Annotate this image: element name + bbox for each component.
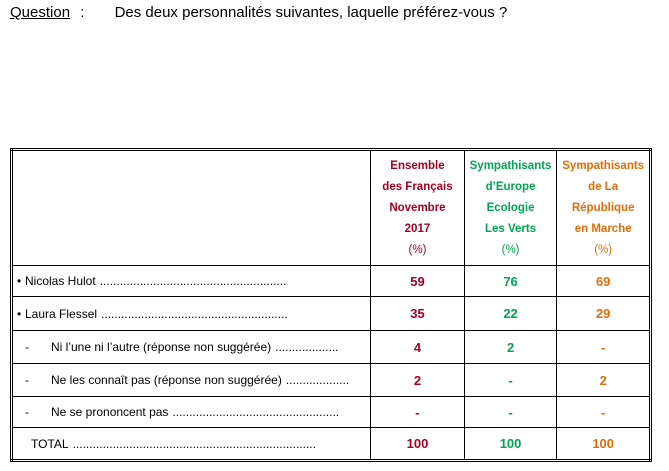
header-line: Novembre xyxy=(389,201,446,214)
header-unit: (%) xyxy=(501,243,520,256)
row-label: - Ne les connaît pas (réponse non suggéré… xyxy=(10,363,372,397)
value-cell: 69 xyxy=(556,265,651,297)
value-cell: 2 xyxy=(370,363,465,397)
data-row: - Ni l’une ni l’autre (réponse non suggér… xyxy=(10,330,651,364)
header-line: République xyxy=(571,201,635,214)
row-label: - Ni l’une ni l’autre (réponse non suggér… xyxy=(10,330,372,364)
row-text: Nicolas Hulot xyxy=(25,274,96,288)
header-line: Ensemble xyxy=(390,159,445,172)
header-line: Sympathisants xyxy=(562,159,645,172)
value-cell: - xyxy=(556,330,651,364)
header-line: Ecologie xyxy=(486,201,535,214)
row-marker: • xyxy=(17,274,22,288)
row-label: • Laura Flessel..........................… xyxy=(10,296,372,331)
header-line: 2017 xyxy=(404,222,431,235)
value-cell: 22 xyxy=(463,296,558,331)
header-unit: (%) xyxy=(408,243,427,256)
row-text: Laura Flessel xyxy=(25,306,98,321)
row-label: TOTAL...................................… xyxy=(10,427,372,461)
row-text: TOTAL xyxy=(31,436,69,451)
row-marker: • xyxy=(17,306,22,321)
value-cell: 100 xyxy=(556,427,651,461)
data-row: • Nicolas Hulot..........................… xyxy=(10,265,651,297)
column-header: Sympathisants de La République en Marche (%) xyxy=(556,149,651,266)
value-cell: - xyxy=(463,363,558,397)
value-cell: 100 xyxy=(463,427,558,461)
value-cell: - xyxy=(370,396,465,428)
row-text: Ni l’une ni l’autre (réponse non suggéré… xyxy=(51,340,272,354)
row-leader: ................... xyxy=(285,373,350,387)
value-cell: 29 xyxy=(556,296,651,331)
row-marker: - xyxy=(25,340,29,354)
header-line: Les Verts xyxy=(484,222,537,235)
row-text: Ne les connaît pas (réponse non suggérée… xyxy=(51,373,282,387)
results-table: Ensemble des Français Novembre 2017 (%) Sympa… xyxy=(10,148,652,462)
header-line: des Français xyxy=(382,180,453,193)
value-cell: 35 xyxy=(370,296,465,331)
header-empty xyxy=(10,149,372,266)
header-line: d’Europe xyxy=(485,180,536,193)
question-text: Des deux personnalités suivantes, laquel… xyxy=(114,4,508,21)
column-header: Ensemble des Français Novembre 2017 (%) xyxy=(370,149,465,266)
question: Question : Des deux personnalités suivan… xyxy=(10,4,507,21)
data-row: • Laura Flessel..........................… xyxy=(10,296,651,331)
data-row: - Ne les connaît pas (réponse non suggéré… xyxy=(10,363,651,397)
row-leader: ........................................… xyxy=(99,274,287,288)
row-leader: ........................................… xyxy=(101,306,288,321)
value-cell: 4 xyxy=(370,330,465,364)
row-label: • Nicolas Hulot..........................… xyxy=(10,265,372,297)
value-cell: 76 xyxy=(463,265,558,297)
row-text: Ne se prononcent pas xyxy=(51,405,169,419)
header-unit: (%) xyxy=(594,243,613,256)
question-label: Question xyxy=(10,4,71,21)
row-label: - Ne se prononcent pas...................… xyxy=(10,396,372,428)
row-marker: - xyxy=(25,405,29,419)
header-row: Ensemble des Français Novembre 2017 (%) Sympa… xyxy=(10,149,651,266)
column-header: Sympathisants d’Europe Ecologie Les Verts (%… xyxy=(463,149,558,266)
row-leader: ........................................… xyxy=(172,405,340,419)
question-colon: : xyxy=(80,4,85,21)
row-leader: ........................................… xyxy=(72,436,316,451)
value-cell: 2 xyxy=(463,330,558,364)
value-cell: 100 xyxy=(370,427,465,461)
value-cell: - xyxy=(463,396,558,428)
value-cell: - xyxy=(556,396,651,428)
header-line: de La xyxy=(588,180,619,193)
data-row: - Ne se prononcent pas...................… xyxy=(10,396,651,428)
header-line: Sympathisants xyxy=(469,159,552,172)
row-leader: ................... xyxy=(275,340,339,354)
value-cell: 2 xyxy=(556,363,651,397)
data-row: TOTAL...................................… xyxy=(10,427,651,461)
header-line: en Marche xyxy=(574,222,632,235)
value-cell: 59 xyxy=(370,265,465,297)
row-marker: - xyxy=(25,373,29,387)
